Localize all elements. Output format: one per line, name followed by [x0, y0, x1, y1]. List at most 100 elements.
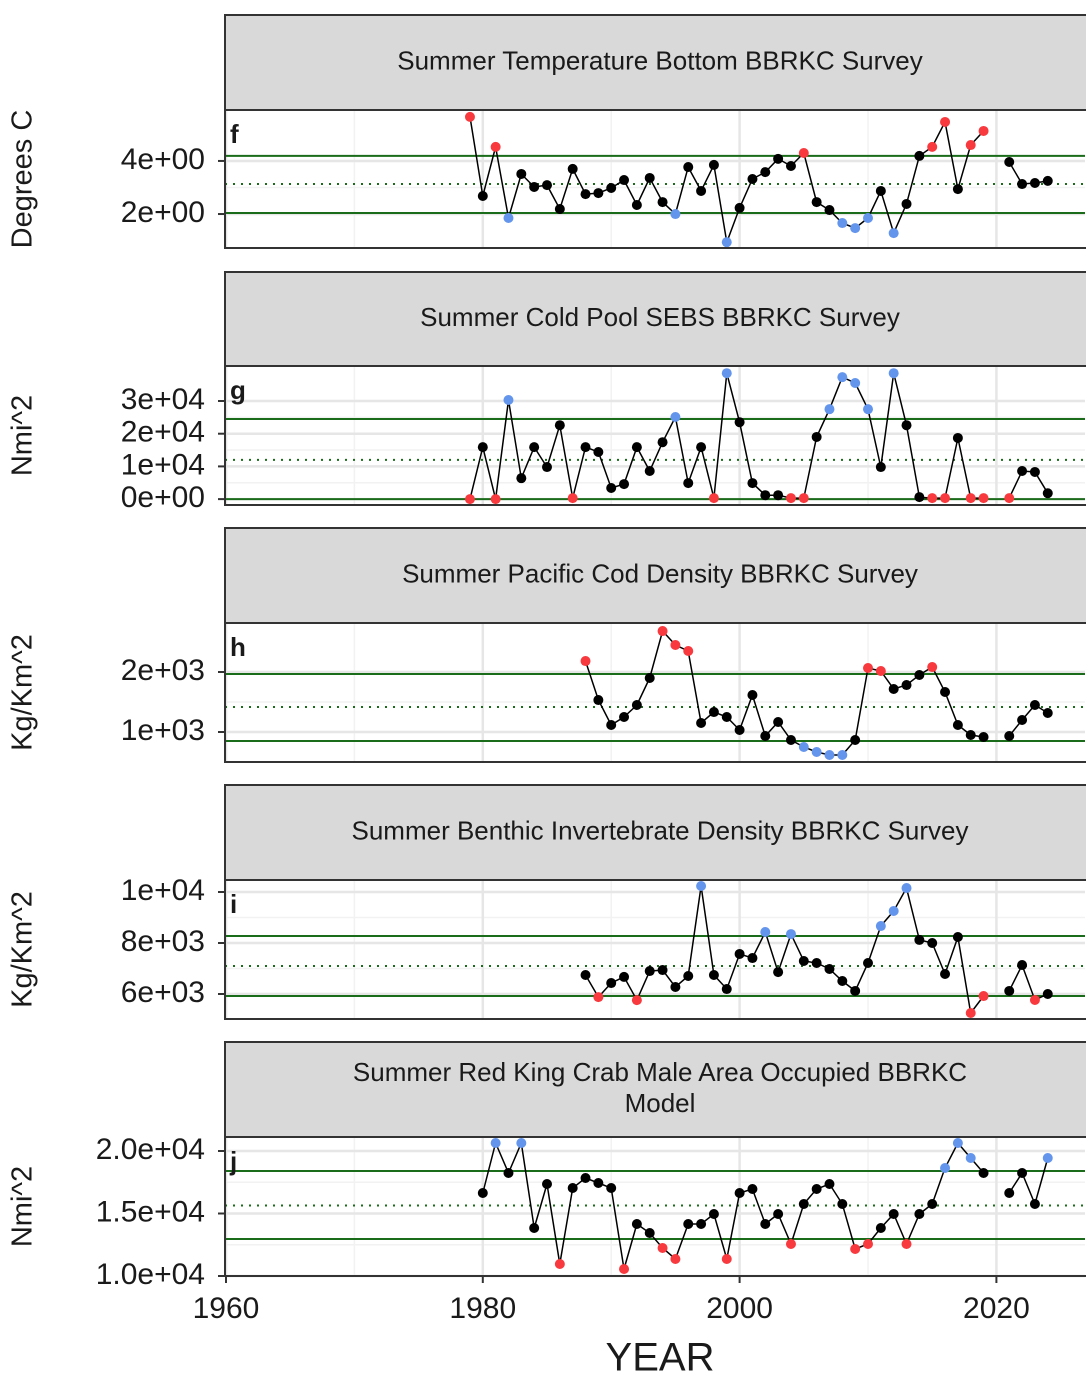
- data-point: [670, 640, 681, 651]
- data-point: [940, 116, 951, 127]
- data-point: [734, 948, 745, 959]
- data-point: [863, 958, 874, 969]
- y-tick-label: 1e+04: [121, 448, 205, 481]
- data-point: [542, 462, 553, 473]
- data-point: [824, 1179, 835, 1189]
- data-point: [529, 181, 540, 192]
- data-point: [631, 995, 642, 1006]
- data-point: [1042, 175, 1053, 186]
- data-point: [708, 970, 719, 981]
- data-point: [965, 493, 976, 504]
- data-point: [978, 1168, 989, 1178]
- data-point: [837, 749, 848, 760]
- data-point: [875, 185, 886, 196]
- data-point: [824, 205, 835, 216]
- data-point: [580, 442, 591, 453]
- y-tick-label: 0e+00: [121, 481, 205, 514]
- data-point: [760, 731, 771, 742]
- data-point: [837, 218, 848, 229]
- data-point: [747, 478, 758, 489]
- data-point: [914, 1209, 925, 1219]
- data-point: [901, 883, 912, 894]
- data-point: [1029, 994, 1040, 1005]
- strip-title: Summer Benthic Invertebrate Density BBRK…: [351, 815, 968, 845]
- y-tick-label: 8e+03: [121, 925, 205, 958]
- data-point: [863, 1239, 874, 1249]
- data-point: [888, 1209, 899, 1219]
- data-point: [580, 970, 591, 981]
- data-point: [785, 1239, 796, 1249]
- data-point: [490, 1138, 501, 1148]
- panel-label: h: [230, 632, 246, 662]
- data-point: [837, 372, 848, 383]
- panel-label: f: [230, 119, 239, 149]
- data-point: [952, 1138, 963, 1148]
- data-point: [760, 927, 771, 938]
- data-point: [593, 695, 604, 706]
- data-point: [554, 420, 565, 431]
- data-point: [875, 665, 886, 676]
- data-point: [619, 971, 630, 982]
- data-point: [747, 953, 758, 964]
- strip: [224, 271, 1086, 367]
- data-point: [516, 1138, 527, 1148]
- data-point: [811, 431, 822, 442]
- data-point: [863, 213, 874, 224]
- data-point: [657, 437, 668, 448]
- data-point: [464, 494, 475, 505]
- data-point: [606, 482, 617, 493]
- data-point: [644, 465, 655, 476]
- panel-border: [224, 365, 1086, 506]
- data-point: [670, 209, 681, 220]
- data-point: [554, 1259, 565, 1269]
- data-point: [683, 646, 694, 657]
- data-point: [721, 712, 732, 723]
- data-point: [593, 188, 604, 199]
- data-point: [1017, 179, 1028, 190]
- data-point: [773, 490, 784, 501]
- y-tick-label: 1e+03: [121, 714, 205, 747]
- data-point: [1004, 1188, 1015, 1198]
- data-point: [1042, 989, 1053, 1000]
- data-point: [1029, 700, 1040, 711]
- y-tick-label: 3e+04: [121, 383, 205, 416]
- data-point: [696, 880, 707, 891]
- data-point: [503, 213, 514, 224]
- data-point: [644, 673, 655, 684]
- data-point: [657, 626, 668, 637]
- data-point: [978, 493, 989, 504]
- data-point: [952, 184, 963, 195]
- data-point: [965, 1008, 976, 1019]
- x-tick-label: 2000: [706, 1292, 773, 1325]
- data-point: [567, 1183, 578, 1193]
- data-point: [464, 111, 475, 122]
- data-point: [811, 958, 822, 969]
- data-point: [657, 965, 668, 976]
- panel-label: g: [230, 375, 246, 405]
- data-point: [516, 168, 527, 179]
- data-point: [683, 478, 694, 489]
- data-point: [850, 223, 861, 234]
- data-point: [850, 734, 861, 745]
- data-point: [978, 731, 989, 742]
- data-point: [503, 1168, 514, 1178]
- data-point: [798, 1199, 809, 1209]
- data-point: [721, 1254, 732, 1264]
- data-point: [914, 670, 925, 681]
- data-point: [773, 153, 784, 164]
- data-point: [516, 473, 527, 484]
- data-point: [1029, 466, 1040, 477]
- data-point: [824, 749, 835, 760]
- data-point: [696, 718, 707, 729]
- data-point: [708, 159, 719, 170]
- plot-area: [225, 366, 1086, 505]
- data-point: [644, 172, 655, 183]
- data-point: [927, 1199, 938, 1209]
- x-tick-label: 2020: [963, 1292, 1030, 1325]
- y-tick-label: 2e+03: [121, 654, 205, 687]
- data-point: [940, 968, 951, 979]
- data-point: [927, 141, 938, 152]
- panel-label: j: [229, 1146, 237, 1176]
- data-point: [593, 992, 604, 1003]
